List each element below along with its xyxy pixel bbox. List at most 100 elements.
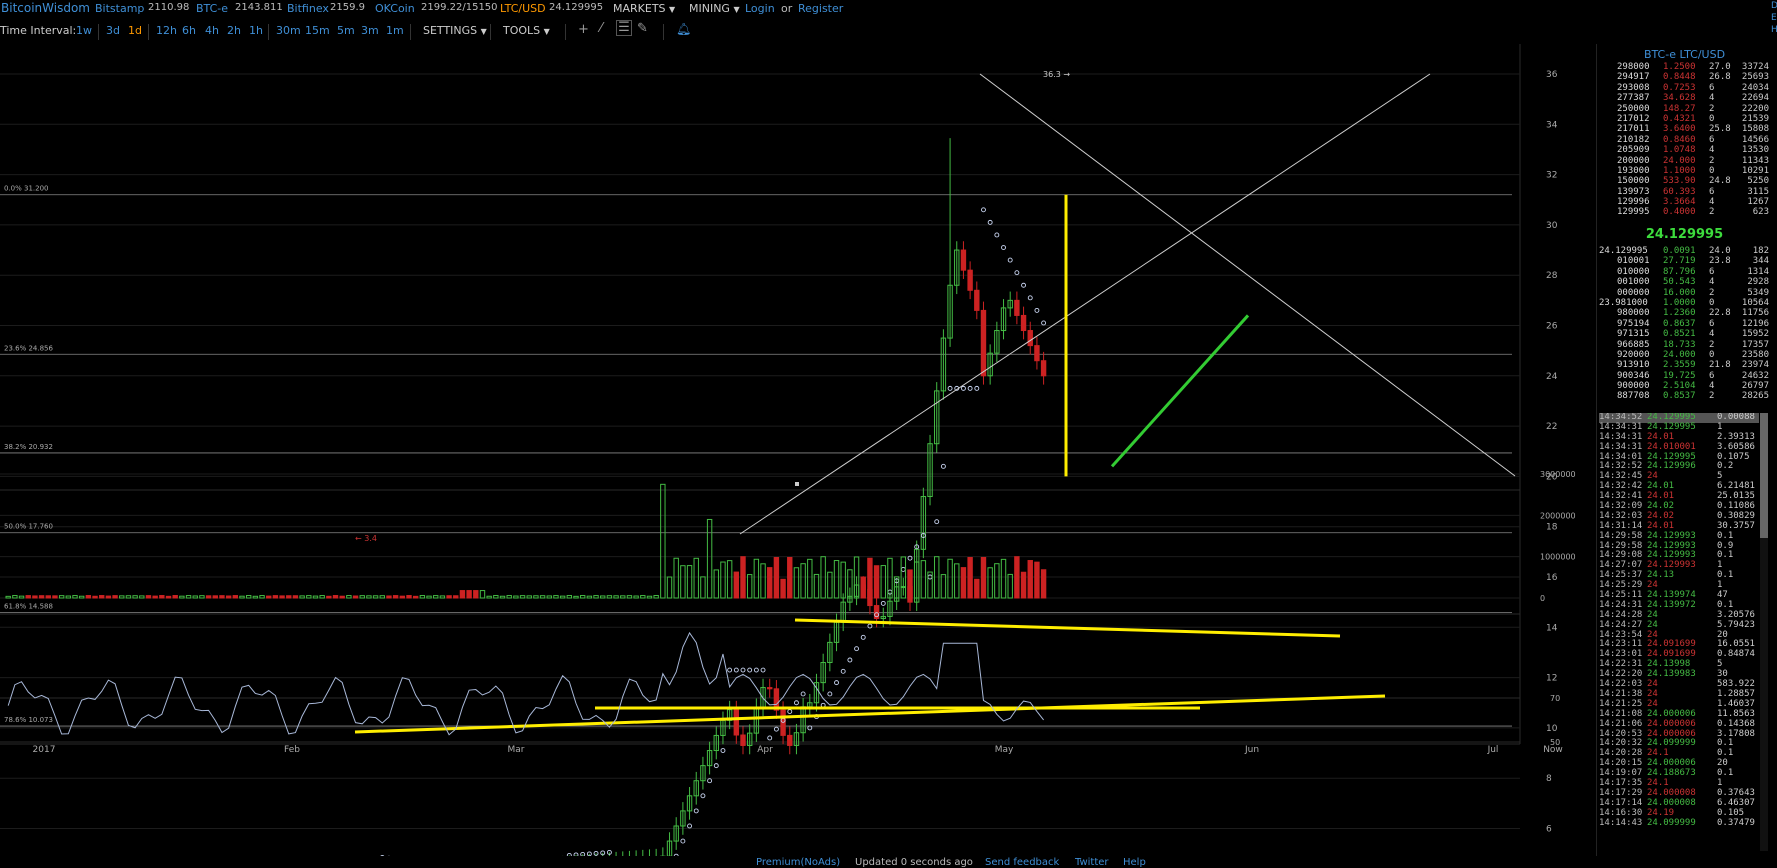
order-row[interactable]: 205909 1.0748 4 13530 <box>1599 145 1769 155</box>
trade-row[interactable]: 14:31:14 24.01 30.3757 <box>1599 521 1759 532</box>
order-row[interactable]: 277387 34.628 4 22694 <box>1599 93 1769 103</box>
exchange-bitfinex[interactable]: Bitfinex <box>287 2 329 15</box>
trade-row[interactable]: 14:20:32 24.099999 0.1 <box>1599 738 1759 749</box>
order-row[interactable]: 920000 24.000 0 23580 <box>1599 350 1769 360</box>
trade-row[interactable]: 14:29:08 24.129993 0.1 <box>1599 551 1759 561</box>
scrollbar-thumb[interactable] <box>1760 413 1768 538</box>
order-row[interactable]: 217011 3.6400 25.8 15808 <box>1599 124 1769 134</box>
trade-row[interactable]: 14:21:06 24.000006 0.14368 <box>1599 719 1759 730</box>
exchange-okcoin[interactable]: OKCoin <box>375 2 415 15</box>
order-row[interactable]: 980000 1.2360 22.8 11756 <box>1599 308 1769 318</box>
trade-row[interactable]: 14:25:37 24.13 0.1 <box>1599 570 1759 581</box>
tools-menu[interactable]: TOOLS ▼ <box>503 24 550 37</box>
order-row[interactable]: 293008 0.7253 6 24034 <box>1599 83 1769 93</box>
order-row[interactable]: 150000 533.90 24.8 5250 <box>1599 176 1769 186</box>
interval-5m[interactable]: 5m <box>337 24 355 37</box>
interval-1m[interactable]: 1m <box>386 24 404 37</box>
price-chart[interactable]: 0.0% 31.200 23.6% 24.856 38.2% 20.932 50.0%… <box>0 44 1592 856</box>
exchange-btce[interactable]: BTC-e <box>196 2 229 15</box>
trade-row[interactable]: 14:25:11 24.139974 47 <box>1599 590 1759 601</box>
trade-row[interactable]: 14:23:54 24 20 <box>1599 630 1759 641</box>
order-row[interactable]: 010000 87.796 6 1314 <box>1599 267 1769 277</box>
trade-row[interactable]: 14:21:38 24 1.28857 <box>1599 689 1759 700</box>
premium-link[interactable]: Premium(NoAds) <box>756 857 841 868</box>
order-row[interactable]: 010001 27.719 23.8 344 <box>1599 256 1769 266</box>
trade-row[interactable]: 14:21:08 24.000006 11.8563 <box>1599 709 1759 720</box>
trade-row[interactable]: 14:34:31 24.01 2.39313 <box>1599 432 1759 443</box>
trade-row[interactable]: 14:34:31 24.010001 3.60586 <box>1599 442 1759 453</box>
order-row[interactable]: 210182 0.8460 6 14566 <box>1599 135 1769 145</box>
order-row[interactable]: 001000 50.543 4 2928 <box>1599 277 1769 287</box>
trade-row[interactable]: 14:34:31 24.129995 1 <box>1599 422 1759 433</box>
trade-row[interactable]: 14:24:27 24 5.79423 <box>1599 620 1759 631</box>
trade-row[interactable]: 14:22:20 24.139983 30 <box>1599 669 1759 680</box>
interval-3d[interactable]: 3d <box>106 24 120 37</box>
order-row[interactable]: 887708 0.8537 2 28265 <box>1599 391 1769 401</box>
fibonacci-icon[interactable]: ☰ <box>616 20 632 36</box>
login-link[interactable]: Login <box>745 2 775 15</box>
order-row[interactable]: 139973 60.393 6 3115 <box>1599 187 1769 197</box>
trade-row[interactable]: 14:19:07 24.188673 0.1 <box>1599 768 1759 779</box>
trendline-icon[interactable]: ⁄ <box>600 21 603 36</box>
interval-1w[interactable]: 1w <box>76 24 92 37</box>
mining-menu[interactable]: MINING ▼ <box>689 2 740 15</box>
trade-row[interactable]: 14:32:09 24.02 0.11086 <box>1599 501 1759 512</box>
trade-row[interactable]: 14:29:58 24.129993 0.1 <box>1599 531 1759 542</box>
market-ltc-usd[interactable]: LTC/USD <box>500 2 546 15</box>
settings-menu[interactable]: SETTINGS ▼ <box>423 24 487 37</box>
order-row[interactable]: 900346 19.725 6 24632 <box>1599 371 1769 381</box>
interval-6h[interactable]: 6h <box>182 24 196 37</box>
trade-row[interactable]: 14:32:52 24.129996 0.2 <box>1599 462 1759 472</box>
interval-2h[interactable]: 2h <box>227 24 241 37</box>
trade-row[interactable]: 14:32:42 24.01 6.21481 <box>1599 481 1759 492</box>
trade-row[interactable]: 14:14:43 24.099999 0.37479 <box>1599 818 1759 829</box>
register-link[interactable]: Register <box>798 2 844 15</box>
order-row[interactable]: 24.129995 0.0091 24.0 182 <box>1599 246 1769 256</box>
order-row[interactable]: 975194 0.8637 6 12196 <box>1599 319 1769 329</box>
trade-row[interactable]: 14:25:29 24 1 <box>1599 580 1759 591</box>
order-row[interactable]: 250000 148.27 2 22200 <box>1599 104 1769 114</box>
trade-row[interactable]: 14:17:35 24.1 1 <box>1599 778 1759 789</box>
trade-row[interactable]: 14:17:29 24.000008 0.37643 <box>1599 788 1759 799</box>
trade-row[interactable]: 14:22:03 24 583.922 <box>1599 679 1759 690</box>
interval-3m[interactable]: 3m <box>361 24 379 37</box>
interval-1h[interactable]: 1h <box>249 24 263 37</box>
feedback-link[interactable]: Send feedback <box>985 857 1060 868</box>
trade-row[interactable]: 14:20:53 24.000006 3.17808 <box>1599 729 1759 740</box>
trade-row[interactable]: 14:20:15 24.000006 20 <box>1599 758 1759 769</box>
order-row[interactable]: 913910 2.3559 21.8 23974 <box>1599 360 1769 370</box>
trade-row[interactable]: 14:32:45 24 5 <box>1599 471 1759 482</box>
trade-row[interactable]: 14:17:14 24.000008 6.46307 <box>1599 798 1759 809</box>
trade-row[interactable]: 14:34:52 24.129995 0.00088 <box>1599 413 1759 423</box>
order-row[interactable]: 193000 1.1000 0 10291 <box>1599 166 1769 176</box>
trade-row[interactable]: 14:23:01 24.091699 0.84874 <box>1599 649 1759 660</box>
twitter-link[interactable]: Twitter <box>1075 857 1109 868</box>
order-row[interactable]: 971315 0.8521 4 15952 <box>1599 329 1769 339</box>
trade-row[interactable]: 14:29:58 24.129993 0.9 <box>1599 541 1759 552</box>
alert-bell-icon[interactable]: 🔔︎ <box>676 22 692 36</box>
brand-logo[interactable]: BitcoinWisdom <box>1 1 90 15</box>
trade-row[interactable]: 14:21:25 24 1.46037 <box>1599 699 1759 710</box>
edge-link[interactable]: H <box>1771 25 1777 35</box>
order-row[interactable]: 23.981000 1.0000 0 10564 <box>1599 298 1769 308</box>
crosshair-icon[interactable]: + <box>578 22 589 37</box>
interval-15m[interactable]: 15m <box>305 24 330 37</box>
edge-link[interactable]: D <box>1771 1 1777 11</box>
order-row[interactable]: 200000 24.000 2 11343 <box>1599 156 1769 166</box>
order-row[interactable]: 129996 3.3664 4 1267 <box>1599 197 1769 207</box>
interval-12h[interactable]: 12h <box>156 24 177 37</box>
order-row[interactable]: 129995 0.4000 2 623 <box>1599 207 1769 217</box>
order-row[interactable]: 298000 1.2500 27.0 33724 <box>1599 62 1769 72</box>
edge-link[interactable]: E <box>1771 13 1777 23</box>
interval-4h[interactable]: 4h <box>205 24 219 37</box>
interval-1d[interactable]: 1d <box>128 24 142 37</box>
trade-row[interactable]: 14:23:11 24.091699 16.0551 <box>1599 640 1759 650</box>
order-row[interactable]: 217012 0.4321 0 21539 <box>1599 114 1769 124</box>
trade-row[interactable]: 14:16:30 24.19 0.105 <box>1599 808 1759 819</box>
order-row[interactable]: 900000 2.5104 4 26797 <box>1599 381 1769 391</box>
trade-row[interactable]: 14:20:28 24.1 0.1 <box>1599 748 1759 759</box>
trade-row[interactable]: 14:34:01 24.129995 0.1075 <box>1599 452 1759 463</box>
trade-row[interactable]: 14:24:28 24 3.20576 <box>1599 610 1759 621</box>
order-row[interactable]: 966885 18.733 2 17357 <box>1599 340 1769 350</box>
exchange-bitstamp[interactable]: Bitstamp <box>95 2 145 15</box>
